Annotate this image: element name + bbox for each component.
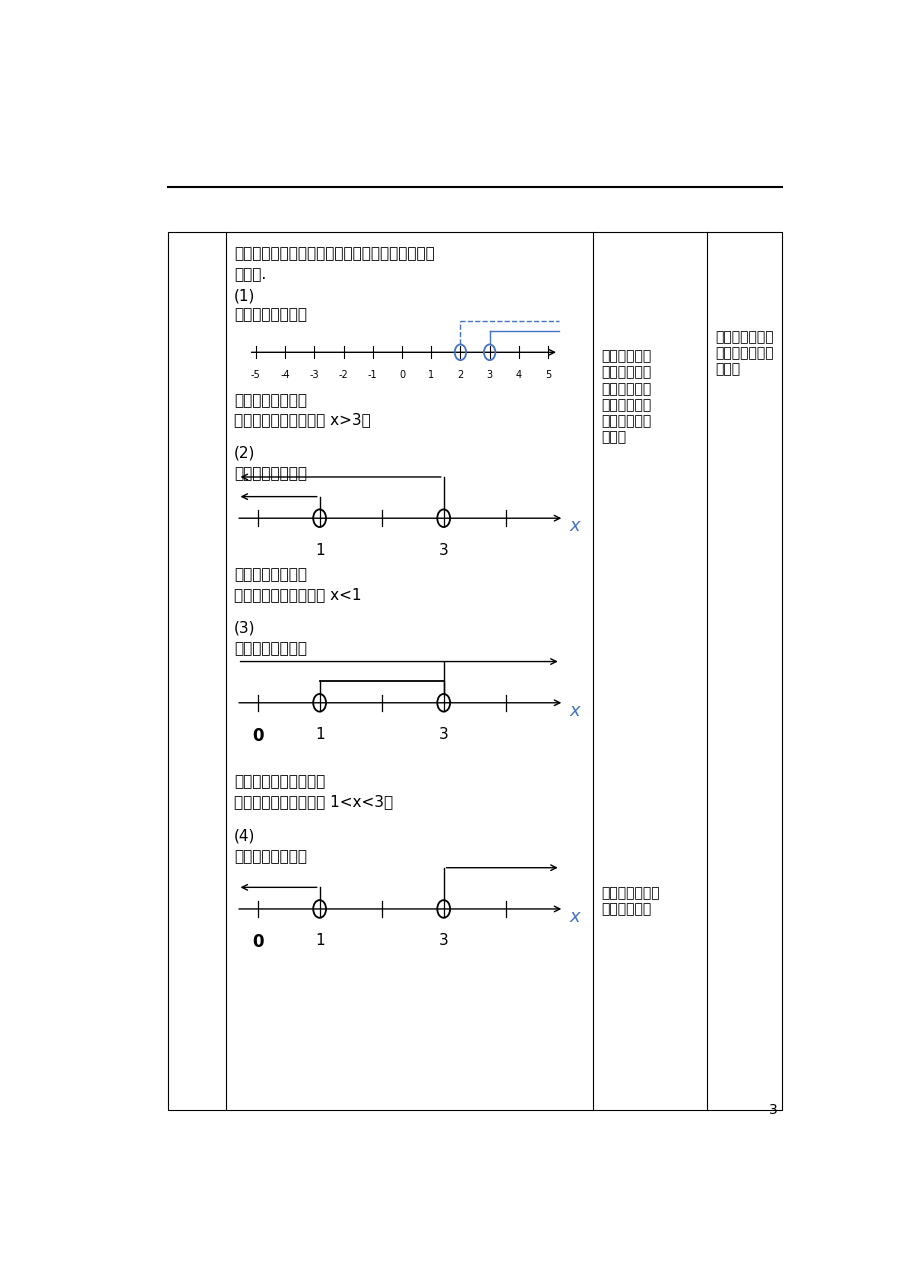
Text: 在数轴上表示为：: 在数轴上表示为： [233, 467, 307, 481]
Text: 所以不等式组的解集是 x>3。: 所以不等式组的解集是 x>3。 [233, 412, 370, 427]
Text: 学生自主解答，
老师巡视指导: 学生自主解答， 老师巡视指导 [601, 886, 659, 917]
Text: (1): (1) [233, 288, 255, 303]
Text: 简称：大大取较大: 简称：大大取较大 [233, 394, 307, 408]
Text: 3: 3 [438, 727, 448, 742]
Text: 简称：大小小大中间找: 简称：大小小大中间找 [233, 774, 325, 789]
Text: -1: -1 [368, 370, 377, 380]
Text: $x$: $x$ [569, 518, 582, 536]
Text: -2: -2 [338, 370, 348, 380]
Text: 在数轴上表示为：: 在数轴上表示为： [233, 849, 307, 864]
Text: 1: 1 [427, 370, 434, 380]
Text: 培养学生解决问
题的能力和归纳
的能力: 培养学生解决问 题的能力和归纳 的能力 [715, 330, 773, 376]
Text: 2: 2 [457, 370, 463, 380]
Text: $x$: $x$ [569, 908, 582, 926]
Text: $x$: $x$ [569, 701, 582, 719]
Text: 0: 0 [252, 933, 263, 951]
Text: -4: -4 [280, 370, 289, 380]
Text: 所以不等式组的解集是 1<x<3。: 所以不等式组的解集是 1<x<3。 [233, 794, 392, 810]
Text: 3: 3 [768, 1103, 777, 1117]
Text: 3: 3 [438, 543, 448, 557]
Text: 用数轴来表示一元一次不等式组的解集，可分为四: 用数轴来表示一元一次不等式组的解集，可分为四 [233, 246, 435, 261]
Text: 学生交流，思
考，在数轴上
分别表示不等
式的解，找出
公共解，确定
解集。: 学生交流，思 考，在数轴上 分别表示不等 式的解，找出 公共解，确定 解集。 [601, 349, 651, 445]
Text: 1: 1 [314, 933, 324, 949]
Text: 3: 3 [438, 933, 448, 949]
Text: 4: 4 [516, 370, 521, 380]
Text: 1: 1 [314, 543, 324, 557]
Text: 种情况.: 种情况. [233, 266, 266, 282]
Text: 0: 0 [399, 370, 404, 380]
Text: 3: 3 [486, 370, 493, 380]
Text: 0: 0 [252, 727, 263, 746]
Text: -3: -3 [309, 370, 319, 380]
Text: 简称：小小取较小: 简称：小小取较小 [233, 567, 307, 583]
Text: 5: 5 [544, 370, 550, 380]
Text: (3): (3) [233, 621, 255, 635]
Text: (4): (4) [233, 829, 255, 844]
Bar [168, 232, 781, 1111]
Text: 在数轴上表示为：: 在数轴上表示为： [233, 307, 307, 323]
Text: 在数轴上表示为：: 在数轴上表示为： [233, 641, 307, 655]
Text: 所以不等式组的解集是 x<1: 所以不等式组的解集是 x<1 [233, 586, 361, 602]
Text: (2): (2) [233, 445, 255, 460]
Text: 1: 1 [314, 727, 324, 742]
Text: -5: -5 [251, 370, 260, 380]
